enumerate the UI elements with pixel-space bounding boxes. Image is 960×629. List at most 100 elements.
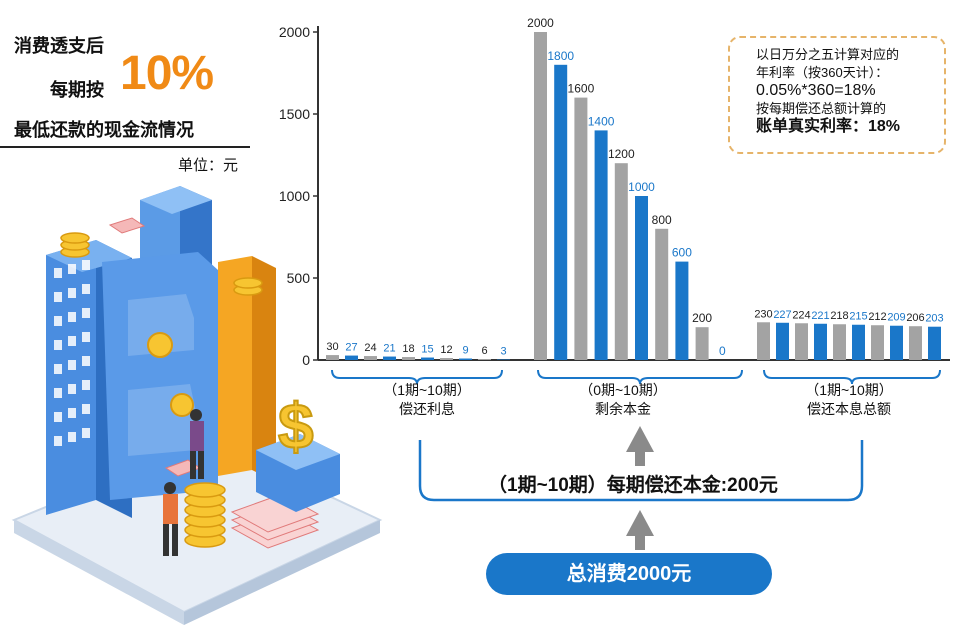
note-line-4: 按每期偿还总额计算的 bbox=[756, 101, 887, 116]
bar-2-4 bbox=[833, 324, 846, 360]
bar-1-2 bbox=[574, 97, 588, 360]
value-label-2-9: 203 bbox=[925, 313, 943, 325]
group-bracket bbox=[537, 369, 743, 385]
value-label-2-2: 224 bbox=[792, 309, 810, 321]
value-label-2-3: 221 bbox=[811, 310, 829, 322]
title-line-3: 最低还款的现金流情况 bbox=[14, 120, 194, 140]
bar-0-6 bbox=[440, 358, 453, 360]
group-label-remaining: （0期~10期） 剩余本金 bbox=[548, 381, 698, 419]
value-label-1-8: 200 bbox=[692, 311, 712, 325]
svg-text:$: $ bbox=[278, 390, 314, 462]
value-label-1-2: 1600 bbox=[568, 82, 595, 96]
chart-value-labels: 30 27 24 21 18 15 12 9 6 320001800160014001200100… bbox=[326, 16, 943, 358]
value-label-2-4: 218 bbox=[830, 310, 848, 322]
interest-note-box: 以日万分之五计算对应的 年利率（按360天计）： 0.05%*360=18% 按… bbox=[728, 36, 946, 154]
group-remaining-name: 剩余本金 bbox=[595, 401, 651, 417]
bar-1-4 bbox=[614, 163, 628, 360]
unit-label: 单位：元 bbox=[178, 157, 239, 174]
group-interest-name: 偿还利息 bbox=[399, 401, 455, 417]
group-brackets bbox=[331, 369, 941, 550]
title-block: 消费透支后 每期按 10% 最低还款的现金流情况 单位：元 bbox=[0, 0, 260, 180]
building-illustration: $ bbox=[11, 186, 383, 625]
value-label-0-3: 21 bbox=[383, 343, 395, 355]
y-tick-label: 1000 bbox=[279, 188, 310, 204]
bar-1-8 bbox=[695, 327, 709, 360]
bar-1-3 bbox=[594, 130, 608, 360]
title-line-1: 消费透支后 bbox=[14, 36, 104, 56]
bar-0-1 bbox=[345, 355, 358, 360]
value-label-2-7: 209 bbox=[887, 312, 905, 324]
arrow-up-lower-stem bbox=[635, 536, 645, 550]
value-label-0-2: 24 bbox=[364, 342, 376, 354]
group-remaining-period: （0期~10期） bbox=[579, 382, 667, 398]
bar-0-2 bbox=[364, 356, 377, 360]
bar-1-0 bbox=[534, 32, 547, 360]
note-line-2: 年利率（按360天计）： bbox=[756, 65, 889, 80]
group-interest-period: （1期~10期） bbox=[383, 382, 471, 398]
value-label-1-0: 2000 bbox=[527, 16, 554, 30]
bar-1-5 bbox=[635, 196, 648, 360]
value-label-0-1: 27 bbox=[345, 342, 357, 354]
value-label-1-7: 600 bbox=[672, 246, 692, 260]
note-line-3: 0.05%*360=18% bbox=[756, 82, 876, 99]
y-tick-label: 2000 bbox=[279, 24, 310, 40]
value-label-1-4: 1200 bbox=[608, 147, 635, 161]
bar-2-2 bbox=[795, 323, 808, 360]
arrow-up-upper-icon bbox=[626, 426, 654, 452]
value-label-0-4: 18 bbox=[402, 343, 414, 355]
bar-2-0 bbox=[757, 322, 770, 360]
value-label-0-8: 6 bbox=[481, 345, 487, 357]
bar-1-6 bbox=[655, 228, 669, 360]
principal-bracket bbox=[418, 440, 864, 502]
bar-2-6 bbox=[871, 325, 884, 360]
bar-0-3 bbox=[383, 356, 396, 360]
arrow-up-upper-stem bbox=[635, 452, 645, 466]
group-bracket bbox=[763, 369, 941, 385]
bar-2-9 bbox=[928, 326, 941, 360]
group-bracket bbox=[331, 369, 503, 385]
bar-2-7 bbox=[890, 325, 903, 360]
value-label-0-5: 15 bbox=[421, 344, 433, 356]
value-label-2-1: 227 bbox=[773, 309, 791, 321]
group-total-period: （1期~10期） bbox=[805, 382, 893, 398]
group-total-name: 偿还本息总额 bbox=[807, 401, 891, 417]
bar-0-5 bbox=[421, 357, 434, 360]
value-label-1-3: 1400 bbox=[588, 114, 615, 128]
title-highlight-percent: 10% bbox=[120, 47, 214, 100]
value-label-2-0: 230 bbox=[754, 308, 772, 320]
bar-2-8 bbox=[909, 326, 922, 360]
group-label-interest: （1期~10期） 偿还利息 bbox=[352, 381, 502, 419]
bar-1-1 bbox=[554, 64, 568, 361]
note-line-5: 账单真实利率：18% bbox=[756, 118, 901, 135]
value-label-1-5: 1000 bbox=[628, 180, 655, 194]
value-label-0-7: 9 bbox=[462, 345, 468, 357]
value-label-2-8: 206 bbox=[906, 312, 924, 324]
value-label-0-9: 3 bbox=[500, 346, 506, 358]
bar-0-7 bbox=[459, 358, 472, 360]
y-tick-label: 0 bbox=[302, 352, 310, 368]
bar-0-4 bbox=[402, 357, 415, 360]
value-label-0-0: 30 bbox=[326, 341, 338, 353]
value-label-1-1: 1800 bbox=[547, 49, 574, 63]
value-label-0-6: 12 bbox=[440, 344, 452, 356]
arrow-up-lower-icon bbox=[626, 510, 654, 536]
bar-2-5 bbox=[852, 324, 865, 360]
note-line-1: 以日万分之五计算对应的 bbox=[756, 47, 900, 62]
value-label-2-6: 212 bbox=[868, 311, 886, 323]
value-label-1-9: 0 bbox=[719, 344, 726, 358]
principal-per-period-label: （1期~10期）每期偿还本金:200元 bbox=[488, 475, 778, 496]
title-rule bbox=[0, 146, 250, 148]
total-spend-capsule: 总消费2000元 bbox=[486, 553, 772, 595]
chart-bars bbox=[326, 32, 941, 361]
bar-0-0 bbox=[326, 355, 339, 360]
value-label-2-5: 215 bbox=[849, 311, 867, 323]
bar-2-1 bbox=[776, 322, 789, 360]
value-label-1-6: 800 bbox=[652, 213, 672, 227]
bar-0-8 bbox=[478, 359, 491, 360]
bar-2-3 bbox=[814, 323, 827, 360]
y-tick-label: 1500 bbox=[279, 106, 310, 122]
bar-1-7 bbox=[675, 261, 689, 360]
group-label-total: （1期~10期） 偿还本息总额 bbox=[774, 381, 924, 419]
title-line-2-prefix: 每期按 bbox=[50, 80, 104, 100]
